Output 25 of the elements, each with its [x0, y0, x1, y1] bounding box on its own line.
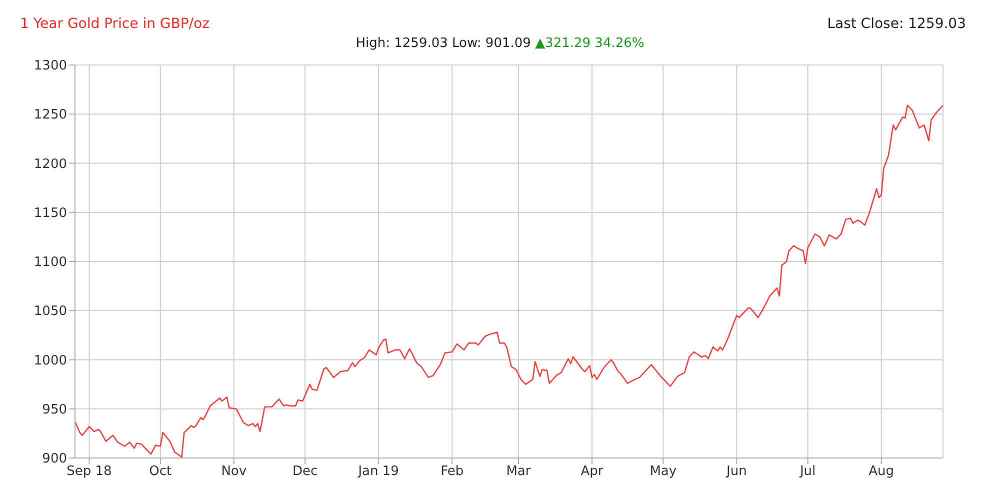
y-tick-label: 1300 — [34, 58, 67, 74]
y-tick-label: 1050 — [34, 304, 67, 320]
x-tick-label: Oct — [149, 464, 172, 480]
y-tick-label: 1150 — [34, 206, 67, 221]
y-tick-label: 950 — [42, 402, 67, 418]
chart-title: 1 Year Gold Price in GBP/oz — [20, 16, 210, 32]
chart-subtitle: High: 1259.03 Low: 901.09 — [356, 36, 531, 51]
y-tick-label: 1000 — [34, 353, 67, 368]
y-tick-label: 1100 — [34, 255, 67, 270]
y-tick-label: 1200 — [34, 156, 67, 172]
x-tick-label: Nov — [221, 464, 247, 480]
x-tick-label: Jun — [726, 464, 747, 480]
x-tick-label: Dec — [292, 464, 318, 480]
y-tick-label: 1250 — [34, 108, 67, 123]
x-tick-label: Apr — [580, 464, 604, 480]
x-tick-label: May — [650, 464, 677, 480]
x-tick-label: Feb — [440, 464, 464, 480]
x-tick-label: Aug — [868, 464, 894, 480]
y-tick-label: 900 — [42, 452, 67, 467]
x-tick-label: Jul — [798, 464, 816, 480]
x-tick-label: Mar — [506, 464, 532, 480]
x-tick-label: Sep 18 — [66, 464, 112, 480]
text: ▲321.29 34.26% — [535, 36, 644, 51]
text: Last Close: 1259.03 — [827, 16, 966, 32]
x-tick-label: Jan 19 — [357, 464, 399, 480]
